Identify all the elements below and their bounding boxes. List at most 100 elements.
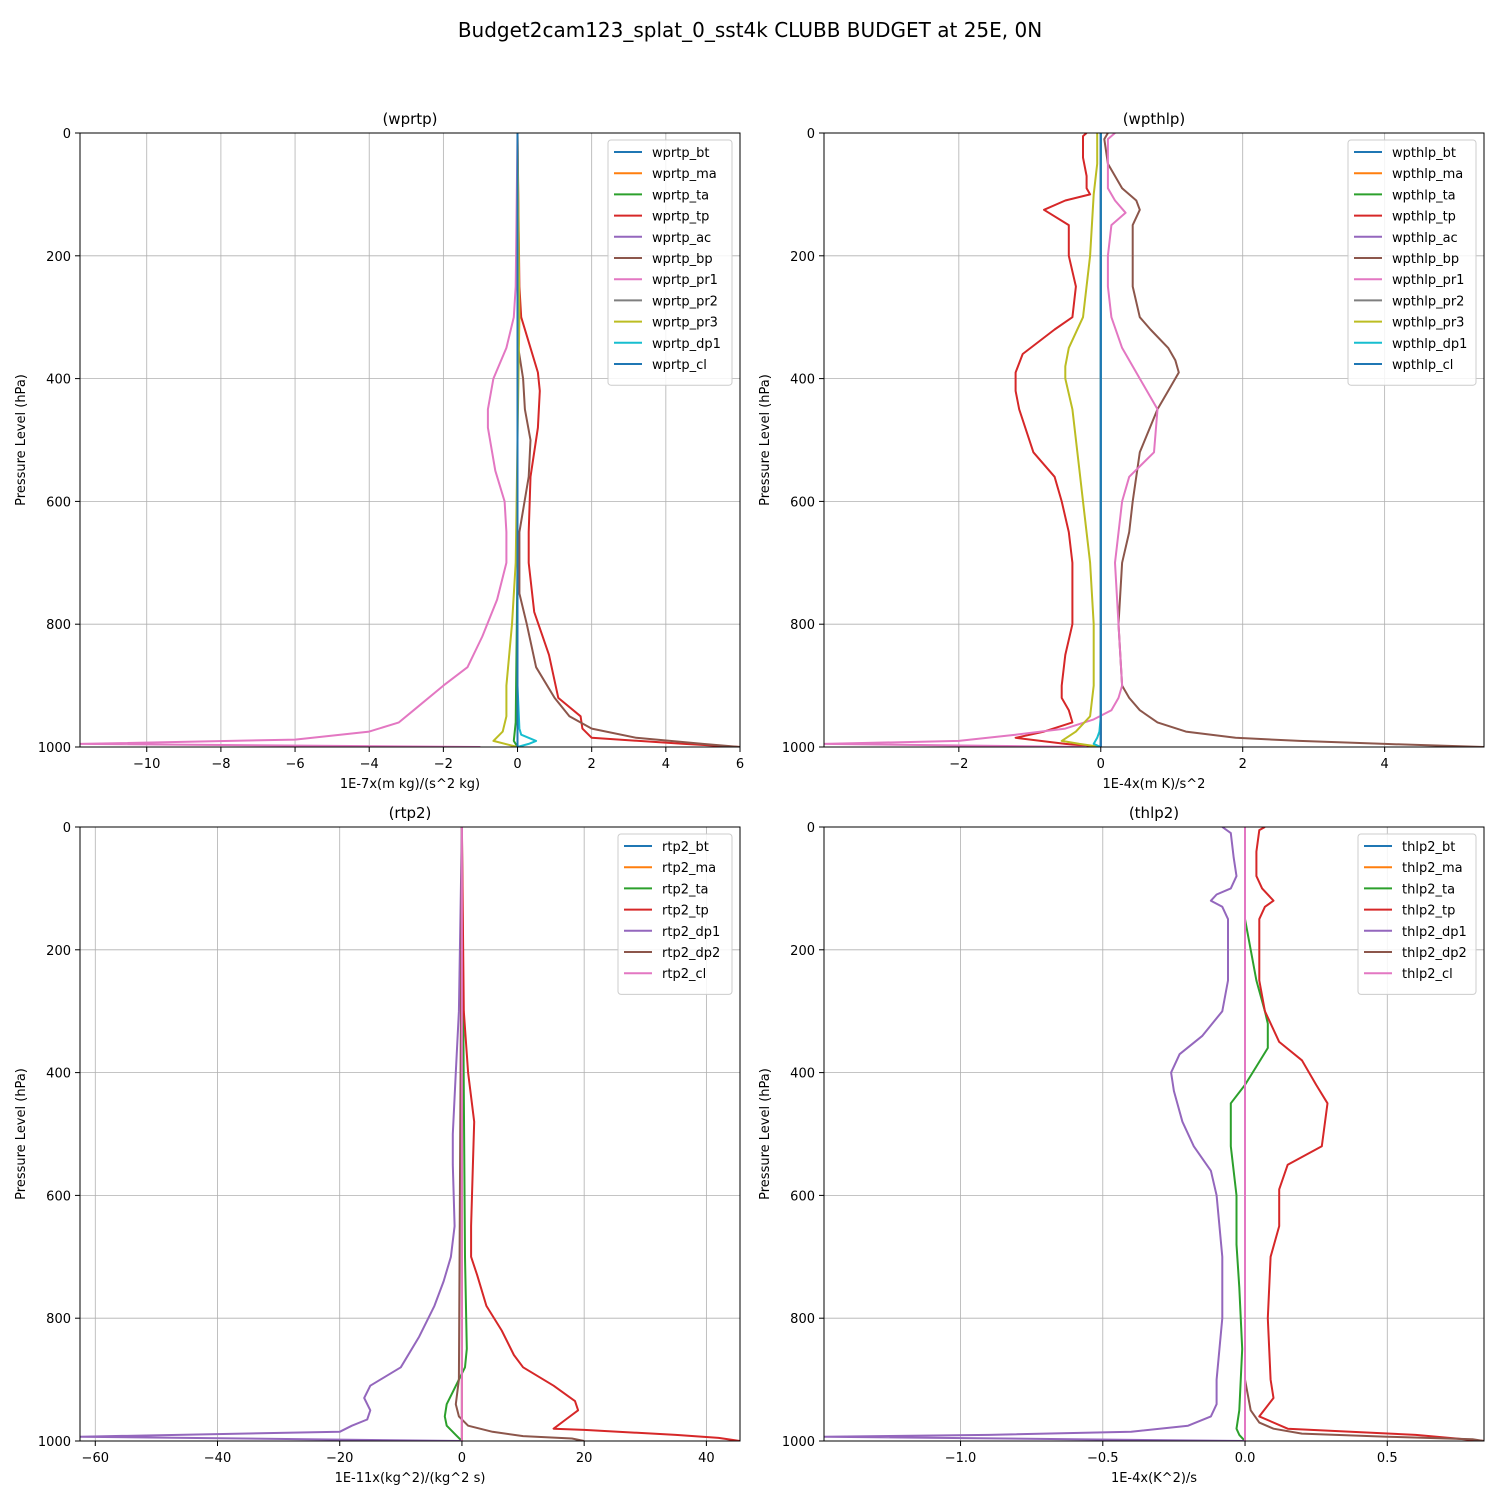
legend-entry: wprtp_ta (652, 188, 709, 203)
x-tick-label: −6 (285, 757, 304, 772)
legend-entry: wprtp_bt (652, 146, 709, 161)
x-tick-label: 0 (513, 757, 521, 772)
legend-entry: wpthlp_cl (1392, 358, 1453, 373)
y-tick-label: 200 (46, 944, 71, 959)
axes-title: (thlp2) (1129, 804, 1179, 822)
series-lines (824, 133, 1484, 747)
series-line-rtp2_ta (443, 827, 468, 1441)
legend-entry: wprtp_dp1 (652, 337, 721, 352)
legend-entry: thlp2_tp (1402, 904, 1455, 919)
y-tick-label: 0 (63, 127, 71, 142)
axes-title: (wprtp) (382, 110, 437, 128)
y-tick-label: 200 (790, 944, 815, 959)
x-axis-label: 1E-11x(kg^2)/(kg^2 s) (335, 1471, 486, 1486)
y-tick-label: 800 (790, 618, 815, 633)
series-line-thlp2_dp1 (824, 827, 1246, 1441)
legend-entry: wpthlp_ac (1392, 231, 1458, 246)
series-line-thlp2_tp (1255, 827, 1484, 1441)
y-axis-label: Pressure Level (hPa) (14, 1068, 29, 1200)
y-tick-label: 1000 (782, 1435, 815, 1450)
x-tick-label: 4 (662, 757, 670, 772)
legend-box (607, 139, 733, 386)
axes-frame (823, 132, 1485, 748)
x-tick-label: −2 (949, 757, 968, 772)
series-line-thlp2_dp2 (1244, 827, 1484, 1441)
chart-panel-3: −60 −40 −20 0 20 4002004006008001000(rtp2)1E-… (14, 804, 741, 1486)
legend-entry: wprtp_cl (652, 358, 707, 373)
y-tick-label: 200 (46, 250, 71, 265)
series-lines (824, 827, 1484, 1441)
y-axis-label: Pressure Level (hPa) (14, 374, 29, 506)
y-tick-label: 800 (46, 1312, 71, 1327)
series-line-rtp2_dp2 (454, 827, 585, 1441)
legend-entry: wpthlp_dp1 (1392, 337, 1467, 352)
x-tick-label: 0.0 (1235, 1451, 1256, 1466)
y-tick-label: 1000 (38, 1435, 71, 1450)
legend-entry: wprtp_bp (652, 252, 713, 267)
x-tick-label: 40 (698, 1451, 715, 1466)
chart-panels: −10 −8 −6 −4 −2 0 2 4 602004006008001000(wprtp)1… (14, 110, 1485, 1486)
y-axis-label: Pressure Level (hPa) (758, 1068, 773, 1200)
legend-entry: rtp2_tp (662, 904, 709, 919)
series-line-wpthlp_pr3 (1060, 133, 1101, 747)
series-line-wprtp_bp (516, 133, 740, 747)
y-tick-label: 1000 (38, 741, 71, 756)
y-tick-label: 400 (790, 373, 815, 388)
series-line-wpthlp_bp (1103, 133, 1484, 747)
y-tick-label: 200 (790, 250, 815, 265)
legend: thlp2_bt thlp2_ma thlp2_ta thlp2_tp thlp2_dp… (1357, 833, 1477, 995)
legend: wprtp_bt wprtp_ma wprtp_ta wprtp_tp wprtp_ac… (607, 139, 733, 386)
axes-frame (823, 826, 1485, 1442)
series-line-wprtp_pr1 (80, 133, 519, 747)
y-tick-label: 0 (807, 821, 815, 836)
y-axis-label: Pressure Level (hPa) (758, 374, 773, 506)
y-tick-label: 400 (790, 1067, 815, 1082)
legend: wpthlp_bt wpthlp_ma wpthlp_ta wpthlp_tpwpth… (1347, 139, 1477, 386)
series-line-wpthlp_pr1 (824, 133, 1159, 747)
x-axis-label: 1E-4x(m K)/s^2 (1103, 777, 1206, 792)
chart-panel-1: −10 −8 −6 −4 −2 0 2 4 6 0 200 400 600 800 1000 (wprtp) 1… (14, 110, 744, 792)
y-tick-label: 1000 (782, 741, 815, 756)
x-tick-label: 2 (1239, 757, 1247, 772)
y-tick-label: 600 (46, 1189, 71, 1204)
legend-entry: thlp2_cl (1402, 967, 1453, 982)
axes-frame (79, 826, 741, 1442)
series-line-wprtp_tp (516, 133, 740, 747)
axes-title: (rtp2) (389, 804, 432, 822)
x-tick-label: −0.5 (1087, 1451, 1119, 1466)
legend: rtp2_bt rtp2_ma rtp2_ta rtp2_tp rtp2_dp1 rtp2… (617, 833, 733, 995)
x-axis-label: 1E-7x(m kg)/(s^2 kg) (340, 777, 480, 792)
legend-entry: wpthlp_bp (1392, 252, 1459, 267)
x-tick-label: −8 (211, 757, 230, 772)
y-tick-label: 600 (46, 495, 71, 510)
x-tick-label: 4 (1381, 757, 1389, 772)
x-tick-label: −2 (434, 757, 453, 772)
series-line-thlp2_ta (1229, 827, 1269, 1441)
legend-entry: rtp2_ta (662, 882, 709, 897)
figure-title: Budget2cam123_splat_0_sst4k CLUBB BUDGET… (458, 18, 1042, 42)
x-tick-label: 0 (1097, 757, 1105, 772)
axes-frame (79, 132, 741, 748)
legend-entry: rtp2_dp2 (662, 946, 720, 961)
x-tick-label: 0.5 (1377, 1451, 1398, 1466)
x-tick-label: 6 (736, 757, 744, 772)
x-tick-label: −60 (82, 1451, 109, 1466)
legend-entry: wprtp_ma (652, 167, 717, 182)
legend-entry: wprtp_tp (652, 210, 709, 225)
series-lines (80, 133, 740, 747)
legend-entry: wprtp_ac (652, 231, 711, 246)
x-tick-label: −10 (133, 757, 160, 772)
legend-entry: wpthlp_pr2 (1392, 294, 1464, 309)
legend-box (617, 833, 733, 995)
legend-entry: wpthlp_pr1 (1392, 273, 1464, 288)
y-tick-label: 800 (46, 618, 71, 633)
series-line-wpthlp_dp1 (1092, 133, 1102, 747)
x-tick-label: −40 (204, 1451, 231, 1466)
legend-box (1347, 139, 1477, 386)
legend-entry: wpthlp_ta (1392, 188, 1456, 203)
y-tick-label: 0 (63, 821, 71, 836)
series-line-rtp2_dp1 (80, 827, 463, 1441)
y-tick-label: 800 (790, 1312, 815, 1327)
legend-entry: thlp2_ta (1402, 882, 1455, 897)
